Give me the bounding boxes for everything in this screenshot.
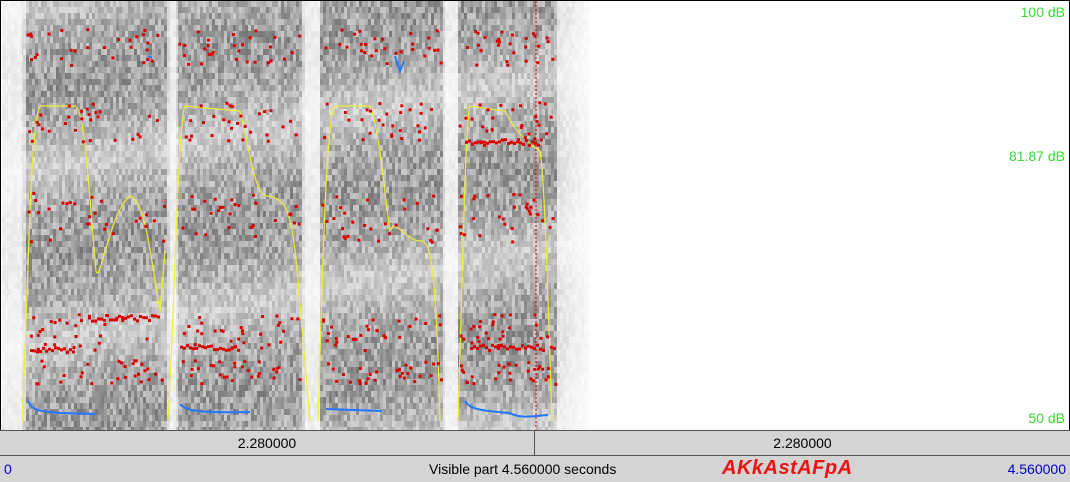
formant-points	[26, 28, 558, 386]
spectrogram-canvas[interactable]	[0, 1, 1070, 430]
db-label-middle: 81.87 dB	[1008, 148, 1065, 164]
time-segment-right[interactable]: 2.280000	[773, 435, 832, 451]
time-selection-bar[interactable]: 2.280000 2.280000	[0, 430, 1070, 456]
db-label-top: 100 dB	[1020, 4, 1065, 20]
visible-start-time: 0	[4, 461, 12, 477]
time-segment-left[interactable]: 2.280000	[0, 431, 535, 455]
intensity-contour	[21, 105, 553, 422]
pitch-contour	[27, 55, 549, 418]
visible-range-bar[interactable]: 0 Visible part 4.560000 seconds AKkAstAF…	[0, 456, 1070, 482]
annotation-label: AKkAstAFpA	[722, 457, 853, 479]
visible-part-label: Visible part 4.560000 seconds	[429, 461, 617, 477]
visible-end-time: 4.560000	[1007, 461, 1066, 477]
db-label-bottom: 50 dB	[1028, 410, 1065, 426]
spectrogram-panel[interactable]: 100 dB 81.87 dB 50 dB	[0, 0, 1070, 430]
